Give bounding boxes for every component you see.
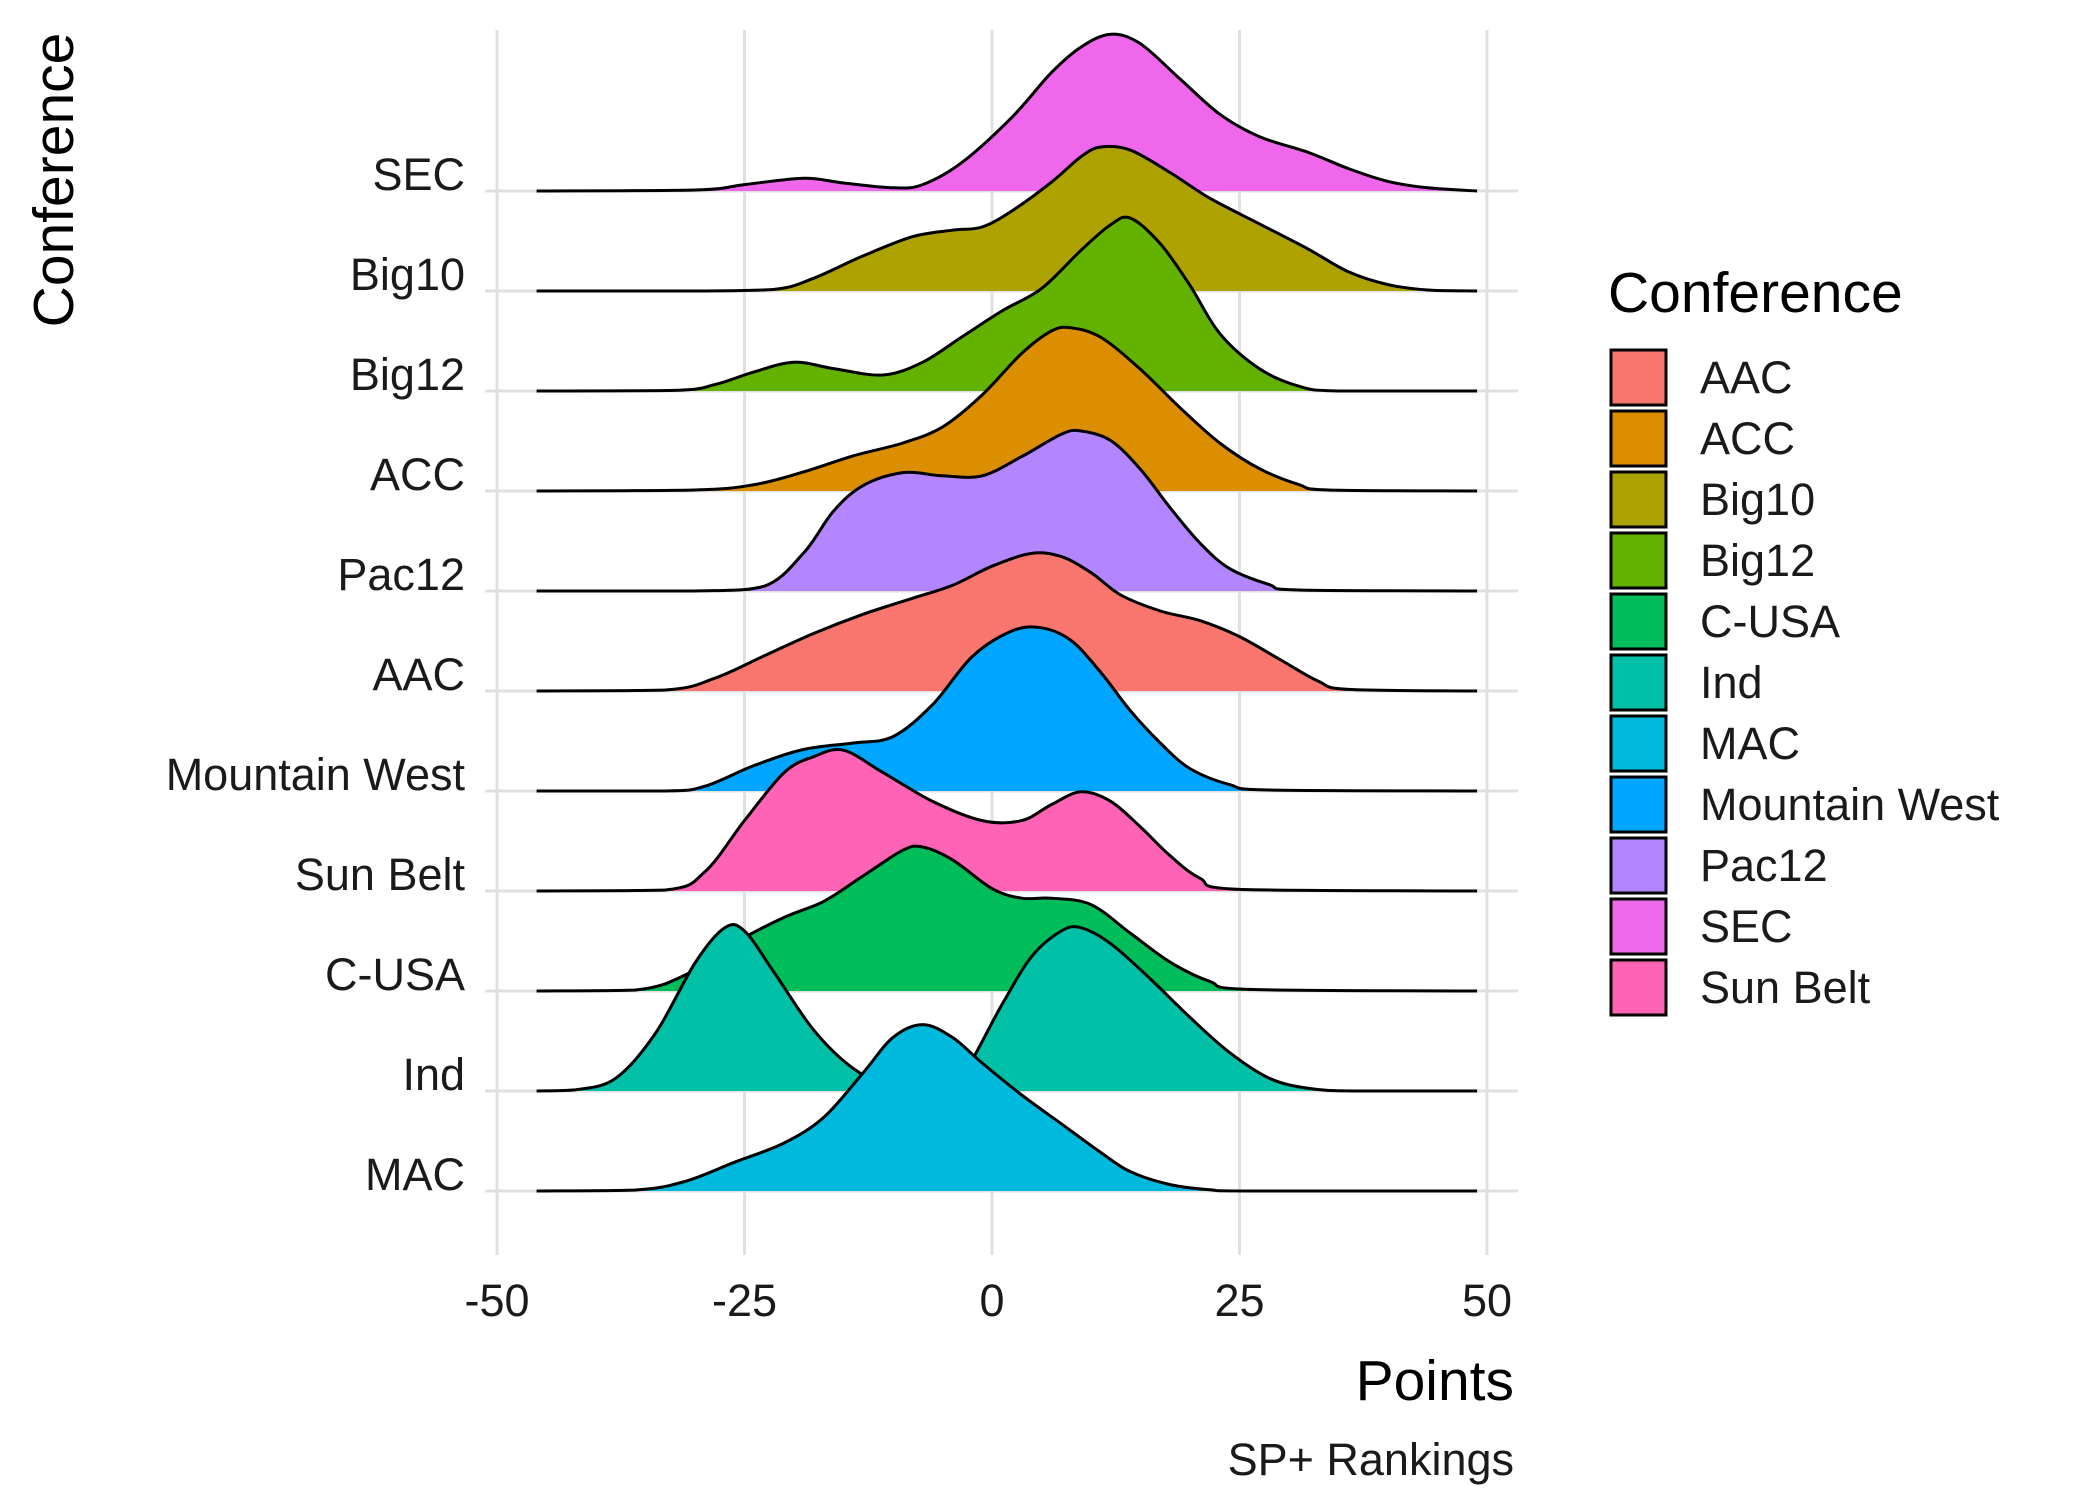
x-tick-label: -25 [712,1275,777,1326]
x-tick-label: 0 [979,1275,1004,1326]
ridge-outline [536,625,1478,793]
legend-label: Big12 [1700,535,1815,586]
ridge-fill [536,34,1478,192]
legend: Conference AAC ACC Big10 Big12 C-USA Ind MAC Mo… [1608,261,2000,1017]
ridge-fill [536,217,1478,391]
ridge-pac12 [536,428,1478,593]
legend-label: SEC [1700,901,1793,952]
ridge-outline [536,325,1478,493]
y-tick-label: Pac12 [337,549,465,600]
ridge-acc [536,325,1478,493]
ridge-outline [536,144,1478,293]
chart-caption: SP+ Rankings [1228,1434,1514,1485]
legend-title: Conference [1608,261,1903,325]
ridge-fill [536,430,1478,591]
y-tick-label: ACC [370,449,465,500]
y-tick-label: C-USA [325,949,465,1000]
legend-swatch [1609,653,1668,712]
x-tick-labels: -50 -25 0 25 50 [464,1275,1512,1326]
ridge-big12 [536,215,1478,393]
ridge-outline [536,748,1478,893]
legend-swatch [1609,409,1668,468]
x-tick-label: -50 [464,1275,529,1326]
legend-swatch [1609,897,1668,956]
ridge-mac [536,1023,1478,1193]
legend-swatch [1609,836,1668,895]
y-tick-label: Sun Belt [295,849,466,900]
legend-swatch [1609,531,1668,590]
y-tick-label: SEC [372,149,465,200]
y-tick-label: Ind [402,1049,465,1100]
legend-label: ACC [1700,413,1795,464]
legend-label: Ind [1700,657,1763,708]
ridge-sec [536,32,1478,193]
x-tick-label: 25 [1214,1275,1264,1326]
legend-label: MAC [1700,718,1800,769]
ridge-sun-belt [536,748,1478,893]
legend-items: AAC ACC Big10 Big12 C-USA Ind MAC Mountain West… [1609,348,2000,1017]
legend-swatch [1609,714,1668,773]
y-axis-title: Conference [22,33,86,328]
ridge-outline [536,215,1478,393]
y-tick-label: Big12 [350,349,465,400]
ridge-fill [536,146,1478,291]
x-tick-label: 50 [1462,1275,1512,1326]
ridge-fill [536,749,1478,891]
legend-label: Big10 [1700,474,1815,525]
ridges [536,32,1478,1193]
y-tick-label: Big10 [350,249,465,300]
legend-label: C-USA [1700,596,1840,647]
y-tick-label: Mountain West [166,749,466,800]
ridge-fill [536,846,1478,991]
ridge-outline [536,1023,1478,1193]
legend-label: Mountain West [1700,779,2000,830]
ridge-outline [536,32,1478,193]
legend-swatch [1609,592,1668,651]
legend-label: Pac12 [1700,840,1828,891]
y-tick-label: AAC [372,649,465,700]
ridge-outline [536,428,1478,593]
ridge-big10 [536,144,1478,293]
ridge-fill [536,552,1478,691]
y-tick-label: MAC [365,1149,465,1200]
legend-swatch [1609,958,1668,1017]
ridge-aac [536,551,1478,693]
y-tick-labels: SEC Big10 Big12 ACC Pac12 AAC Mountain West Sun… [166,149,466,1200]
x-axis-title: Points [1356,1349,1514,1413]
legend-swatch [1609,470,1668,529]
legend-label: AAC [1700,352,1793,403]
ridge-fill [536,626,1478,791]
ridge-outline [536,551,1478,693]
ridge-fill [536,327,1478,491]
legend-label: Sun Belt [1700,962,1871,1013]
ridge-mountain-west [536,625,1478,793]
ridge-fill [536,924,1478,1091]
legend-swatch [1609,348,1668,407]
legend-swatch [1609,775,1668,834]
